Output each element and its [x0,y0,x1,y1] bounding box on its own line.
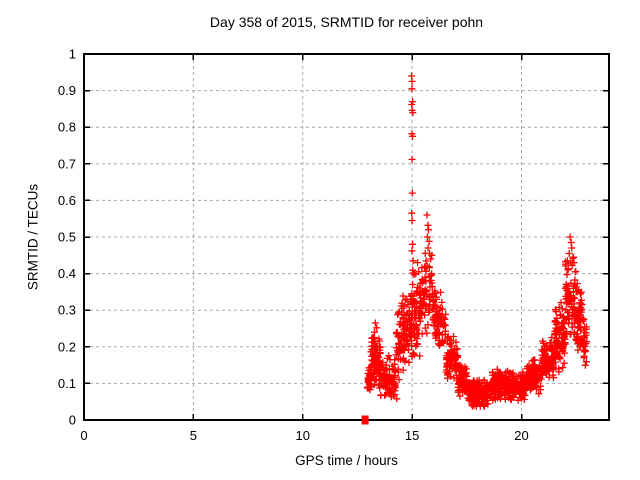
svg-text:10: 10 [296,428,310,443]
svg-text:0.2: 0.2 [58,339,76,354]
svg-text:0.4: 0.4 [58,266,76,281]
svg-text:0.8: 0.8 [58,120,76,135]
zero-square-marker [361,415,369,425]
svg-text:0.1: 0.1 [58,376,76,391]
x-tick-labels: 0 5 10 15 20 [80,428,528,443]
svg-text:0: 0 [69,413,76,428]
svg-text:0.5: 0.5 [58,230,76,245]
scatter-points [363,72,591,410]
tick-marks [83,53,609,421]
svg-text:0.9: 0.9 [58,83,76,98]
svg-text:0.6: 0.6 [58,193,76,208]
chart-title: Day 358 of 2015, SRMTID for receiver poh… [209,14,484,30]
svg-text:1: 1 [69,47,76,62]
svg-text:0: 0 [80,428,87,443]
svg-text:5: 5 [190,428,197,443]
x-axis-label: GPS time / hours [295,453,398,468]
svg-text:0.3: 0.3 [58,303,76,318]
svg-text:15: 15 [405,428,419,443]
gridlines [84,54,609,420]
y-tick-labels: 0 0.1 0.2 0.3 0.4 0.5 0.6 0.7 0.8 0.9 1 [58,47,76,428]
svg-text:0.7: 0.7 [58,156,76,171]
svg-text:20: 20 [514,428,528,443]
